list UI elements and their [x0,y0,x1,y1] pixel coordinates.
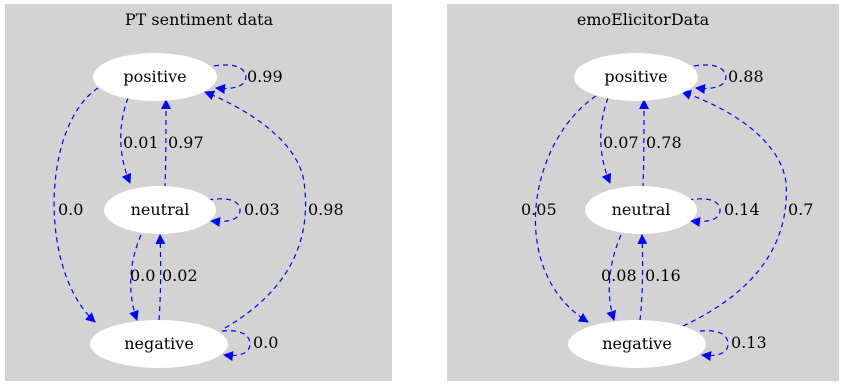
node-negative: negative [90,320,228,368]
edge-positive-negative [534,95,597,323]
edge-group [534,64,787,362]
edge-label-positive-neutral: 0.07 [603,133,639,152]
node-neutral: neutral [585,186,697,234]
edge-label-neutral-neutral: 0.14 [724,200,760,219]
edge-neutral-neutral [687,198,721,227]
node-neutral: neutral [104,186,216,234]
edge-label-negative-neutral: 0.02 [162,266,198,285]
edge-negative-neutral [637,234,648,321]
edge-label-neutral-positive: 0.78 [646,133,682,152]
node-label: negative [124,334,194,353]
edge-label-neutral-negative: 0.0 [130,266,155,285]
edge-neutral-negative [606,234,622,321]
edge-label-neutral-neutral: 0.03 [244,200,280,219]
edge-label-positive-negative: 0.0 [58,200,83,219]
edge-label-neutral-positive: 0.97 [168,133,204,152]
edge-label-negative-positive: 0.7 [788,200,813,219]
edge-positive-negative [53,87,99,323]
node-ellipse [104,186,216,234]
edge-neutral-neutral [207,198,241,227]
edge-positive-positive [213,64,247,94]
node-negative: negative [568,320,706,368]
edge-negative-negative [699,330,729,362]
edge-positive-positive [693,64,727,94]
cluster-pt-sentiment: PT sentiment data positive neutral negat… [5,4,392,381]
edge-negative-positive [204,90,307,329]
edge-negative-negative [221,330,251,362]
edge-label-negative-positive: 0.98 [308,200,344,219]
node-ellipse [574,53,698,101]
cluster-emo-elicitor: emoElicitorData positive neutral negativ… [447,4,839,381]
edge-label-positive-negative: 0.05 [521,200,557,219]
node-label: positive [604,67,667,86]
cluster-title: emoElicitorData [577,10,710,29]
edge-group [53,64,307,362]
edge-negative-neutral [155,234,166,321]
edge-label-negative-negative: 0.13 [731,333,767,352]
edge-label-positive-positive: 0.99 [247,67,283,86]
node-positive: positive [574,53,698,101]
node-positive: positive [93,53,217,101]
edge-negative-positive [681,90,787,327]
edge-label-negative-neutral: 0.16 [645,266,681,285]
edge-label-neutral-negative: 0.08 [601,266,637,285]
cluster-title: PT sentiment data [125,10,274,29]
node-ellipse [585,186,697,234]
node-label: neutral [612,200,671,219]
node-label: positive [123,67,186,86]
node-label: neutral [131,200,190,219]
node-ellipse [93,53,217,101]
node-ellipse [568,320,706,368]
edge-label-positive-positive: 0.88 [728,67,764,86]
node-label: negative [602,334,672,353]
node-ellipse [90,320,228,368]
edge-neutral-negative [129,234,142,321]
edge-label-negative-negative: 0.0 [253,333,278,352]
edge-label-positive-neutral: 0.01 [123,133,159,152]
